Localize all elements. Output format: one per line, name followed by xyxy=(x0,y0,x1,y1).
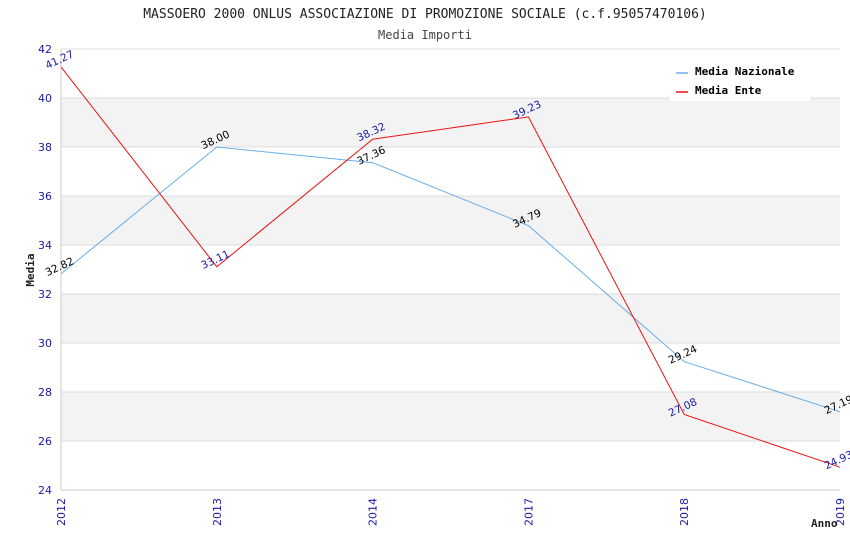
grid-band xyxy=(61,294,840,343)
grid-band xyxy=(61,98,840,147)
y-tick-label: 28 xyxy=(38,386,52,399)
y-tick-label: 42 xyxy=(38,43,52,56)
x-tick-label: 2018 xyxy=(678,498,691,526)
series-line-media-nazionale xyxy=(60,146,841,413)
grid-band xyxy=(61,196,840,245)
x-tick-labels: 2012 2013 2014 2017 2018 2019 xyxy=(55,498,847,526)
y-tick-label: 36 xyxy=(38,190,52,203)
legend-label-media-nazionale: Media Nazionale xyxy=(695,65,795,78)
x-tick-label: 2017 xyxy=(522,498,535,526)
y-tick-label: 26 xyxy=(38,435,52,448)
y-axis-label: Media xyxy=(24,253,37,286)
y-tick-label: 24 xyxy=(38,484,52,497)
data-label: 32.82 xyxy=(44,255,76,279)
chart-title: MASSOERO 2000 ONLUS ASSOCIAZIONE DI PROM… xyxy=(143,7,707,22)
data-label: 24.93 xyxy=(823,449,850,473)
legend-box xyxy=(670,58,810,101)
series-line-media-ente xyxy=(60,66,841,468)
legend-label-media-ente: Media Ente xyxy=(695,84,762,97)
y-tick-label: 32 xyxy=(38,288,52,301)
x-tick-label: 2019 xyxy=(834,498,847,526)
chart-subtitle: Media Importi xyxy=(378,28,472,42)
data-label: 29.24 xyxy=(667,343,700,367)
y-tick-label: 30 xyxy=(38,337,52,350)
data-label: 37.36 xyxy=(355,144,388,168)
x-tick-label: 2012 xyxy=(55,498,68,526)
grid-lines xyxy=(61,48,840,491)
grid-band xyxy=(61,392,840,441)
series-lines xyxy=(60,66,841,468)
legend: Media Nazionale Media Ente xyxy=(670,58,810,101)
x-tick-label: 2013 xyxy=(211,498,224,526)
grid-bands xyxy=(61,98,840,441)
y-tick-label: 34 xyxy=(38,239,52,252)
x-tick-label: 2014 xyxy=(367,498,380,526)
y-tick-label: 38 xyxy=(38,141,52,154)
data-label: 33.11 xyxy=(199,248,231,272)
y-tick-label: 40 xyxy=(38,92,52,105)
y-tick-labels: 24 26 28 30 32 34 36 38 40 42 xyxy=(38,43,52,497)
x-axis-label: Anno xyxy=(811,517,838,530)
